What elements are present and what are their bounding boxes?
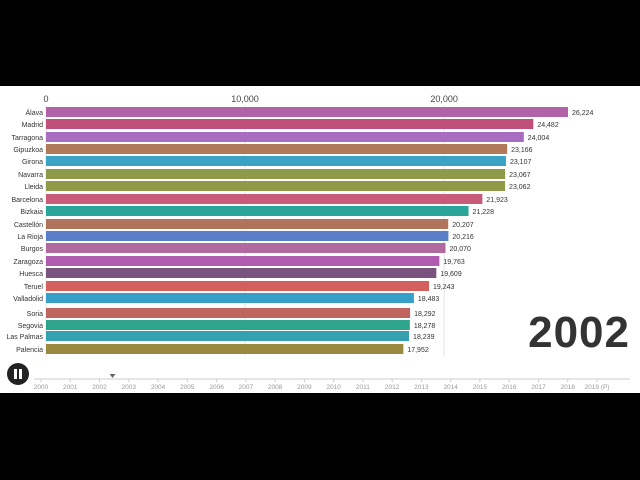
bar <box>46 144 508 154</box>
value-label: 23,067 <box>509 172 531 179</box>
value-label: 19,243 <box>433 284 455 291</box>
category-label: Barcelona <box>11 197 43 204</box>
timeline-year-label: 2014 <box>443 384 458 391</box>
value-label: 24,004 <box>528 135 550 142</box>
category-label: Segovia <box>18 323 43 330</box>
timeline-year-label: 2015 <box>473 384 488 391</box>
pause-icon <box>14 369 17 379</box>
timeline-year-label: 2012 <box>385 384 400 391</box>
bar <box>46 256 440 266</box>
axis-tick-label: 0 <box>43 94 48 104</box>
bar <box>46 132 524 142</box>
category-label: Valladolid <box>13 296 43 303</box>
axis-tick-label: 10,000 <box>231 94 259 104</box>
timeline-year-label: 2011 <box>356 384 370 391</box>
category-label: Navarra <box>18 172 43 179</box>
axis-ticks: 0 10,000 20,000 <box>43 94 457 104</box>
category-label: Zaragoza <box>13 259 43 266</box>
timeline-year-label: 2003 <box>122 384 137 391</box>
value-label: 26,224 <box>572 110 594 117</box>
value-label: 20,070 <box>450 246 472 253</box>
value-label: 17,952 <box>407 347 429 354</box>
value-label: 18,483 <box>418 296 440 303</box>
timeline-year-label: 2018 <box>561 384 576 391</box>
bar <box>46 194 483 204</box>
timeline-year-label: 2004 <box>151 384 166 391</box>
category-label: Bizkaia <box>20 209 43 216</box>
bar <box>46 281 430 291</box>
category-label: Álava <box>25 108 43 117</box>
timeline-year-label: 2001 <box>63 384 78 391</box>
bar <box>46 156 506 166</box>
axis-tick-label: 20,000 <box>430 94 458 104</box>
timeline-cursor-icon <box>109 374 116 378</box>
value-label: 20,216 <box>452 234 474 241</box>
value-label: 19,609 <box>440 271 462 278</box>
timeline-year-label: 2008 <box>268 384 283 391</box>
bar <box>46 206 469 216</box>
value-label: 23,107 <box>510 159 532 166</box>
bar <box>46 308 411 318</box>
timeline-year-label: 2013 <box>414 384 429 391</box>
bar <box>46 320 410 330</box>
bar <box>46 293 414 303</box>
category-label: Palencia <box>16 347 43 354</box>
timeline-year-label: 2002 <box>92 384 107 391</box>
current-year-label: 2002 <box>528 308 630 357</box>
bar <box>46 169 506 179</box>
pause-button[interactable] <box>7 363 29 385</box>
category-label: Tarragona <box>11 135 43 142</box>
bar <box>46 219 449 229</box>
bar <box>46 231 449 241</box>
category-label: Gipuzkoa <box>13 147 43 154</box>
value-label: 21,923 <box>486 197 508 204</box>
bar-chart: 0 10,000 20,000 Álava 26,224 Madrid 24,482 Tar… <box>6 94 630 391</box>
bar <box>46 344 404 354</box>
category-label: Huesca <box>19 271 43 278</box>
value-label: 23,166 <box>511 147 533 154</box>
timeline-year-label: 2000 <box>34 384 49 391</box>
timeline-year-label: 2005 <box>180 384 195 391</box>
timeline-year-label: 2017 <box>531 384 546 391</box>
value-label: 19,763 <box>443 259 465 266</box>
value-label: 24,482 <box>537 122 559 129</box>
value-label: 18,239 <box>413 334 435 341</box>
category-label: Lleida <box>24 184 43 191</box>
category-label: Girona <box>22 159 43 166</box>
bar <box>46 119 534 129</box>
timeline-year-label: 2007 <box>239 384 254 391</box>
timeline-year-label: 2009 <box>297 384 312 391</box>
value-label: 18,292 <box>414 311 436 318</box>
bar <box>46 181 506 191</box>
category-label: Burgos <box>21 246 44 253</box>
category-label: Madrid <box>22 122 44 129</box>
timeline-year-label: 2010 <box>326 384 341 391</box>
bar <box>46 243 446 253</box>
timeline[interactable]: 2000 2001 2002 2003 2004 2005 2006 2007 2008 2009… <box>34 374 630 391</box>
category-label: Castellón <box>14 222 43 229</box>
timeline-year-label: 2016 <box>502 384 517 391</box>
bar <box>46 107 568 117</box>
bar <box>46 331 410 341</box>
value-label: 18,278 <box>414 323 436 330</box>
category-label: Teruel <box>24 284 44 291</box>
bar <box>46 268 437 278</box>
value-label: 21,228 <box>473 209 495 216</box>
gridlines <box>45 105 445 356</box>
category-label: La Rioja <box>17 234 43 241</box>
chart-stage: 0 10,000 20,000 Álava 26,224 Madrid 24,482 Tar… <box>0 86 640 393</box>
value-label: 23,062 <box>509 184 531 191</box>
bars: Álava 26,224 Madrid 24,482 Tarragona 24,004 Gi… <box>6 107 594 354</box>
value-label: 20,207 <box>452 222 474 229</box>
timeline-year-label: 2019 (P) <box>585 384 610 391</box>
category-label: Soria <box>27 311 43 318</box>
category-label: Las Palmas <box>6 334 43 341</box>
timeline-year-label: 2006 <box>209 384 224 391</box>
